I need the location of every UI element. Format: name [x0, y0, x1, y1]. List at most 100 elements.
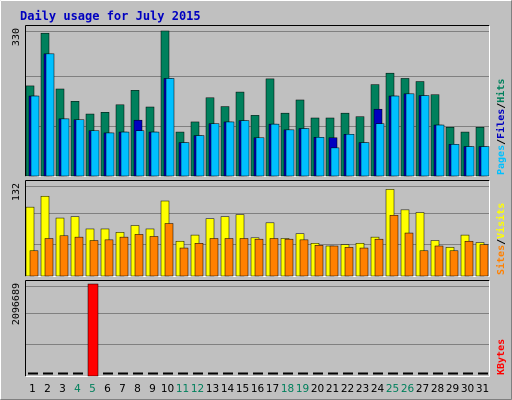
y-tick-label-visits: 132 — [11, 183, 22, 201]
x-tick-label: 16 — [251, 383, 265, 395]
x-tick-label: 25 — [386, 383, 399, 395]
x-tick-label: 12 — [191, 383, 204, 395]
sites-bar — [194, 243, 204, 277]
x-tick-label: 17 — [266, 383, 279, 395]
pages-bar — [165, 78, 175, 177]
pages-bar — [135, 130, 145, 177]
pages-bar — [300, 128, 310, 177]
kbytes-bar — [87, 283, 99, 377]
pages-bar — [30, 95, 40, 177]
panel-kbytes — [25, 280, 490, 377]
x-tick-label: 7 — [119, 383, 126, 395]
sites-bar — [449, 250, 459, 277]
x-tick-label: 28 — [431, 383, 444, 395]
pages-bar — [255, 137, 265, 177]
legend-entry: / — [496, 239, 507, 245]
plot-area — [25, 280, 490, 377]
sites-bar — [329, 245, 339, 277]
x-tick-label: 6 — [104, 383, 111, 395]
pages-bar — [315, 137, 325, 177]
pages-bar — [345, 134, 355, 177]
panel-hits-files-pages — [25, 25, 490, 177]
sites-bar — [404, 232, 414, 277]
x-tick-label: 30 — [461, 383, 474, 395]
pages-bar — [420, 95, 430, 177]
pages-bar — [450, 144, 460, 177]
sites-bar — [44, 238, 54, 277]
sites-bar — [374, 238, 384, 277]
pages-bar — [240, 120, 250, 177]
x-tick-label: 5 — [89, 383, 96, 395]
pages-bar — [465, 146, 475, 177]
sites-bar — [299, 239, 309, 277]
pages-bar — [225, 121, 235, 177]
x-axis-tick-labels: 1 2 3 4 5 6 7 8 9 10 11 12 13 14 15 16 17 18 19 20 21 22 23 24 2… — [29, 383, 489, 395]
x-tick-label: 18 — [281, 383, 294, 395]
legend-entry: Sites — [495, 245, 507, 275]
pages-bar — [90, 130, 100, 177]
pages-bar — [45, 53, 55, 177]
legend-entry: Pages — [496, 145, 507, 175]
pages-bar — [330, 147, 340, 177]
x-tick-label: 15 — [236, 383, 249, 395]
pages-bar — [390, 95, 400, 177]
sites-bar — [74, 236, 84, 277]
sites-bar — [224, 238, 234, 277]
x-tick-label: 11 — [176, 383, 189, 395]
x-tick-label: 26 — [401, 383, 415, 395]
pages-bar — [480, 146, 490, 177]
sites-bar — [89, 240, 99, 277]
pages-bar — [105, 132, 115, 177]
legend-kbytes: KBytes — [496, 339, 507, 375]
pages-bar — [180, 142, 190, 177]
legend-entry: Files — [495, 109, 507, 139]
x-tick-label: 20 — [311, 383, 324, 395]
x-tick-label: 29 — [446, 383, 459, 395]
x-tick-label: 10 — [161, 383, 174, 395]
y-tick-label-kbytes: 2096689 — [11, 283, 22, 325]
pages-bar — [195, 135, 205, 177]
sites-bar — [344, 247, 354, 277]
sites-bar — [359, 247, 369, 277]
pages-bar — [270, 123, 280, 177]
x-tick-label: 4 — [74, 383, 81, 395]
sites-bar — [419, 250, 429, 277]
x-tick-label: 27 — [416, 383, 429, 395]
pages-bar — [150, 131, 160, 177]
pages-bar — [285, 129, 295, 177]
panel-sites-visits — [25, 180, 490, 277]
y-tick-label-hits: 330 — [11, 28, 22, 46]
x-tick-label: 1 — [29, 383, 36, 395]
pages-bar — [435, 124, 445, 177]
legend-entry: KBytes — [496, 339, 507, 375]
x-tick-label: 13 — [206, 383, 219, 395]
x-tick-label: 14 — [221, 383, 235, 395]
legend-entry: Hits — [495, 79, 507, 103]
sites-bar — [254, 238, 264, 277]
legend-sites-visits: Sites/Visits — [495, 203, 507, 275]
pages-bar — [375, 123, 385, 177]
legend-entry: / — [496, 103, 507, 109]
sites-bar — [104, 239, 114, 277]
sites-bar — [134, 234, 144, 277]
sites-bar — [269, 238, 279, 277]
sites-bar — [149, 236, 159, 277]
legend-entry: / — [496, 139, 507, 145]
x-tick-label: 2 — [44, 383, 51, 395]
sites-bar — [59, 235, 69, 277]
sites-bar — [389, 215, 399, 277]
sites-bar — [29, 250, 39, 277]
pages-bar — [75, 119, 85, 177]
sites-bar — [284, 238, 294, 277]
x-tick-label: 8 — [134, 383, 141, 395]
x-tick-label: 9 — [149, 383, 156, 395]
legend-entry: Visits — [495, 203, 507, 239]
sites-bar — [314, 245, 324, 277]
chart-title: Daily usage for July 2015 — [20, 9, 201, 23]
x-tick-label: 21 — [326, 383, 339, 395]
pages-bar — [60, 118, 70, 177]
sites-bar — [239, 238, 249, 277]
pages-bar — [405, 93, 415, 177]
sites-bar — [464, 240, 474, 277]
x-tick-label: 31 — [476, 383, 489, 395]
